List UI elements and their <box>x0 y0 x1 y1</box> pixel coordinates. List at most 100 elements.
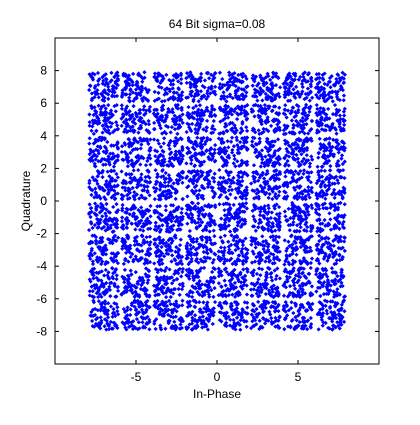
scatter-point <box>172 271 177 277</box>
scatter-point <box>229 242 234 247</box>
scatter-point <box>172 208 177 214</box>
scatter-point <box>126 186 131 191</box>
scatter-point <box>193 84 198 89</box>
scatter-point <box>201 151 207 156</box>
scatter-point <box>228 229 233 234</box>
scatter-point <box>175 181 181 186</box>
scatter-point <box>237 106 242 111</box>
scatter-point <box>166 163 171 169</box>
scatter-point <box>153 224 158 229</box>
scatter-point <box>131 259 136 264</box>
scatter-point <box>237 258 242 263</box>
scatter-point <box>90 261 96 267</box>
scatter-point <box>224 269 229 275</box>
scatter-point <box>90 289 95 294</box>
scatter-point <box>189 114 194 119</box>
scatter-point <box>232 71 237 76</box>
scatter-point <box>169 324 174 329</box>
scatter-point <box>94 128 99 133</box>
scatter-point <box>88 313 93 318</box>
scatter-point <box>194 179 200 184</box>
scatter-point <box>196 245 201 250</box>
scatter-point <box>265 244 271 249</box>
scatter-point <box>114 301 119 307</box>
scatter-point <box>219 216 224 221</box>
scatter-point <box>190 145 195 150</box>
scatter-point <box>207 229 212 234</box>
scatter-point <box>99 138 104 143</box>
scatter-point <box>243 188 248 193</box>
scatter-point <box>90 158 95 163</box>
scatter-point <box>115 123 120 128</box>
scatter-point <box>129 158 134 163</box>
scatter-point <box>219 310 224 315</box>
scatter-point <box>154 245 159 250</box>
scatter-point <box>93 190 98 195</box>
scatter-point <box>101 162 106 167</box>
scatter-point <box>207 181 212 187</box>
scatter-point <box>222 145 227 150</box>
scatter-point <box>98 315 103 320</box>
scatter-point <box>127 144 132 149</box>
scatter-point <box>249 281 254 286</box>
scatter-point <box>212 127 217 132</box>
scatter-point <box>244 324 249 329</box>
scatter-point <box>234 111 240 116</box>
scatter-point <box>102 157 107 162</box>
scatter-point <box>90 233 95 238</box>
scatter-point <box>237 163 242 168</box>
scatter-point <box>96 277 101 283</box>
scatter-point <box>244 85 249 90</box>
scatter-point <box>249 326 254 331</box>
scatter-point <box>241 172 246 177</box>
scatter-point <box>169 184 174 189</box>
scatter-point <box>188 243 193 248</box>
scatter-point <box>129 221 134 226</box>
scatter-point <box>223 283 228 288</box>
scatter-point <box>189 327 195 332</box>
scatter-point <box>185 273 190 279</box>
scatter-point <box>102 144 108 149</box>
scatter-point <box>276 325 281 330</box>
scatter-point <box>206 292 212 297</box>
scatter-point <box>194 183 199 188</box>
scatter-point <box>120 88 125 93</box>
scatter-point <box>97 184 103 190</box>
scatter-point <box>251 287 256 292</box>
scatter-point <box>180 120 185 125</box>
scatter-point <box>106 191 111 196</box>
scatter-point <box>179 93 184 98</box>
scatter-point <box>245 267 250 272</box>
scatter-point <box>120 202 125 208</box>
scatter-point <box>104 157 109 163</box>
scatter-point <box>93 157 98 162</box>
scatter-point <box>116 251 121 256</box>
scatter-point <box>110 94 115 99</box>
scatter-point <box>106 301 111 306</box>
scatter-point <box>268 251 274 256</box>
scatter-point <box>90 175 95 180</box>
scatter-point <box>221 253 226 258</box>
scatter-point <box>156 96 161 101</box>
scatter-point <box>225 180 230 185</box>
scatter-point <box>130 177 135 183</box>
scatter-point <box>202 203 208 208</box>
scatter-point <box>122 243 127 248</box>
scatter-point <box>233 248 238 253</box>
scatter-point <box>240 74 245 80</box>
scatter-point <box>265 299 270 305</box>
scatter-point <box>228 106 234 112</box>
scatter-point <box>152 261 157 266</box>
scatter-point <box>142 223 147 228</box>
scatter-point <box>172 303 178 308</box>
scatter-point <box>105 315 111 320</box>
scatter-point <box>275 323 280 328</box>
scatter-point <box>129 303 134 308</box>
scatter-point <box>158 181 163 186</box>
scatter-point <box>167 236 172 241</box>
scatter-point <box>271 234 276 239</box>
scatter-point <box>201 127 206 132</box>
scatter-point <box>161 141 166 146</box>
scatter-point <box>193 188 199 193</box>
scatter-point <box>94 178 99 183</box>
